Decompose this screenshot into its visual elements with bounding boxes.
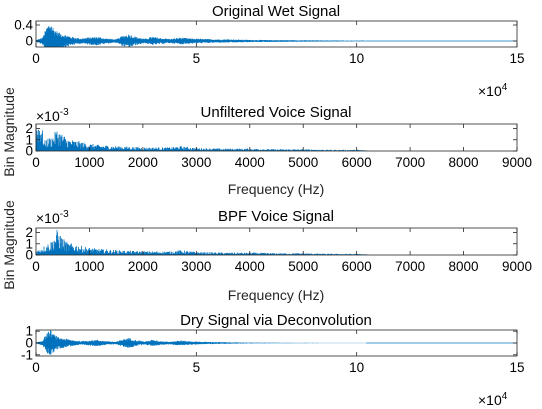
y-axis-exponent-base: ×10	[36, 210, 60, 226]
x-tick-label: 7000	[395, 259, 425, 274]
y-tick-label: 0.4	[14, 18, 33, 33]
y-tick-label: 2	[25, 121, 33, 136]
subplot-unfiltered-voice-signal: Unfiltered Voice Signal ×10-3 0 1000 2000 3…	[1, 87, 532, 197]
subplot-title: Dry Signal via Deconvolution	[180, 312, 372, 329]
y-axis-label: Bin Magnitude	[1, 87, 17, 177]
y-axis-exponent: ×10-3	[36, 209, 69, 226]
x-axis-exponent-base: ×10	[478, 83, 502, 99]
x-tick-label: 5	[193, 360, 201, 375]
x-tick-label: 15	[509, 360, 524, 375]
y-axis-exponent-power: -3	[60, 107, 69, 118]
x-tick-label: 0	[32, 155, 40, 170]
subplot-title: Original Wet Signal	[212, 3, 340, 20]
x-axis-exponent-base: ×10	[478, 392, 502, 408]
x-axis-exponent: ×104	[478, 82, 508, 99]
y-tick-label: -1	[21, 347, 33, 362]
x-tick-label: 4000	[235, 155, 265, 170]
x-tick-label: 9000	[502, 259, 532, 274]
plot-area	[36, 228, 517, 255]
x-tick-label: 8000	[449, 155, 479, 170]
x-tick-label: 2000	[128, 155, 158, 170]
x-tick-label: 0	[32, 259, 40, 274]
y-tick-label: 1	[25, 324, 33, 339]
y-axis-label: Bin Magnitude	[1, 200, 17, 290]
y-tick-label: 1	[25, 236, 33, 251]
x-tick-label: 0	[32, 360, 40, 375]
x-tick-label: 6000	[342, 259, 372, 274]
x-tick-label: 7000	[395, 155, 425, 170]
x-tick-label: 3000	[181, 259, 211, 274]
y-tick-label: 2	[25, 225, 33, 240]
x-tick-label: 5000	[288, 155, 318, 170]
x-tick-label: 3000	[181, 155, 211, 170]
axes-box	[35, 123, 518, 152]
x-tick-label: 2000	[128, 259, 158, 274]
x-tick-label: 1000	[74, 155, 104, 170]
x-tick-label: 10	[349, 51, 364, 66]
plot-area	[36, 124, 517, 151]
x-tick-label: 5000	[288, 259, 318, 274]
y-tick-label: 0	[25, 144, 33, 159]
x-tick-label: 10	[349, 360, 364, 375]
y-tick-label: 0	[25, 248, 33, 263]
x-axis-exponent-power: 4	[502, 82, 508, 93]
x-axis-exponent-power: 4	[502, 391, 508, 402]
x-tick-label: 0	[32, 51, 40, 66]
x-axis-exponent: ×104	[478, 391, 508, 408]
x-tick-label: 1000	[74, 259, 104, 274]
x-axis-label: Frequency (Hz)	[228, 181, 324, 197]
subplot-title: Unfiltered Voice Signal	[201, 104, 352, 121]
y-axis-exponent-power: -3	[60, 209, 69, 220]
x-tick-label: 8000	[449, 259, 479, 274]
axes-box	[35, 227, 518, 256]
y-tick-label: 1	[25, 132, 33, 147]
x-tick-label: 9000	[502, 155, 532, 170]
subplot-bpf-voice-signal: BPF Voice Signal ×10-3 0 1000 2000 3000 4000…	[1, 200, 532, 303]
y-tick-label: 0	[25, 336, 33, 351]
x-tick-label: 6000	[342, 155, 372, 170]
y-axis-exponent-base: ×10	[36, 108, 60, 124]
x-axis-label: Frequency (Hz)	[228, 287, 324, 303]
y-tick-label: 0	[25, 34, 33, 49]
subplot-title: BPF Voice Signal	[218, 208, 334, 225]
axes-box	[35, 20, 518, 48]
x-tick-label: 5	[193, 51, 201, 66]
subplot-content: 0 5 10 15-101	[21, 324, 525, 375]
x-tick-label: 4000	[235, 259, 265, 274]
y-axis-exponent: ×10-3	[36, 107, 69, 124]
subplot-dry-signal-deconvolution: Dry Signal via Deconvolution 0 5 10 15-101 …	[21, 312, 525, 408]
x-tick-label: 15	[509, 51, 524, 66]
